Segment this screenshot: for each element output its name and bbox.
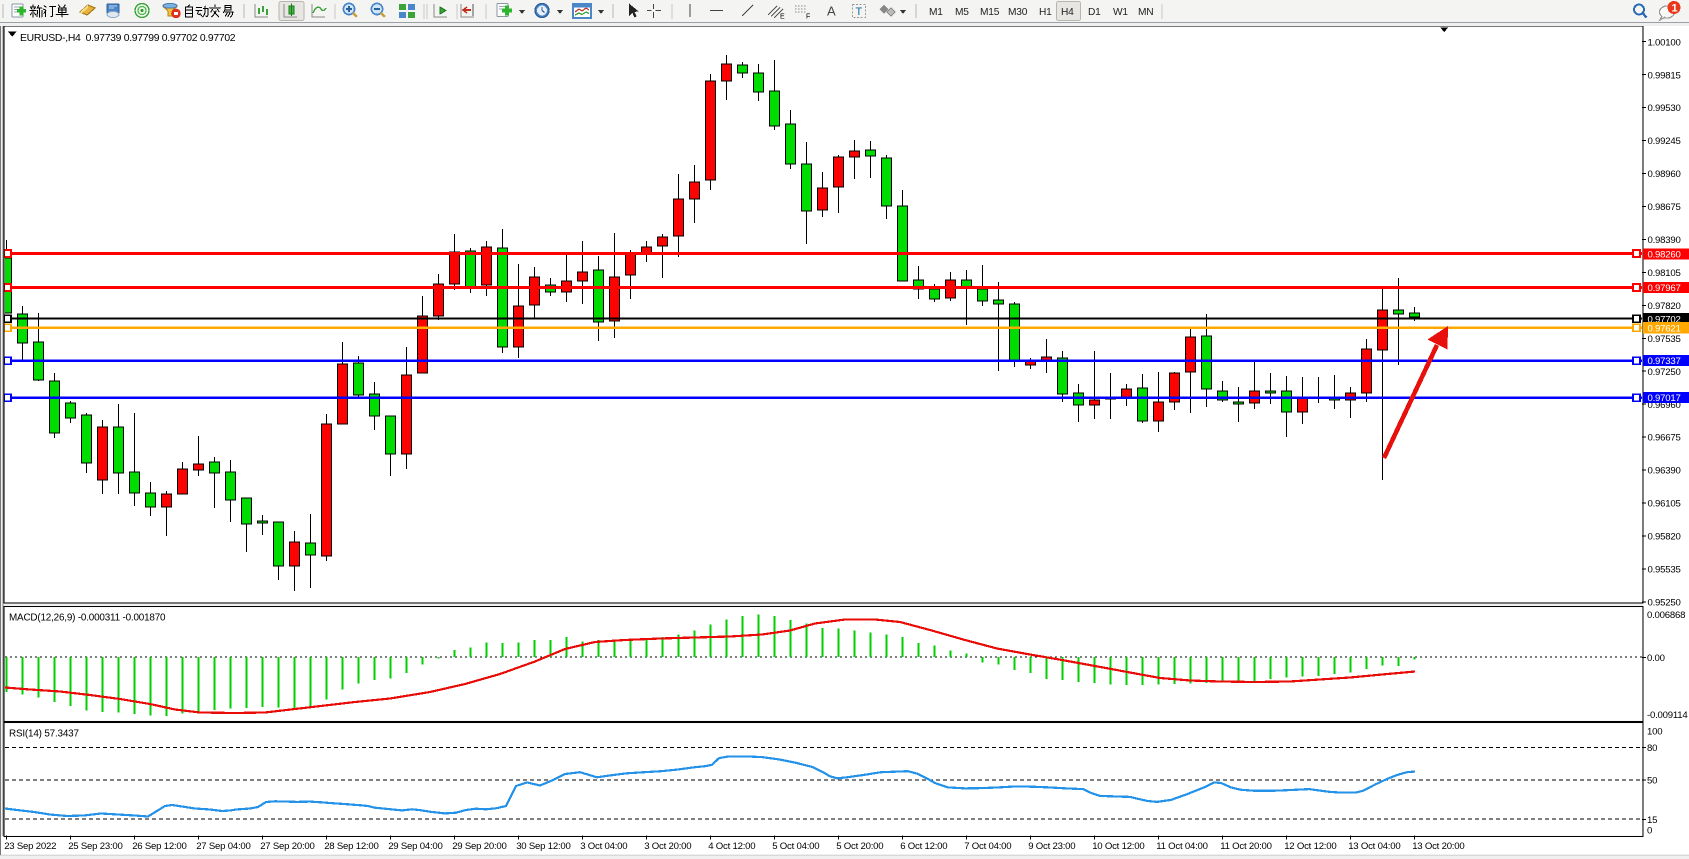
svg-text:27 Sep 20:00: 27 Sep 20:00 xyxy=(260,841,314,852)
svg-text:0.98105: 0.98105 xyxy=(1648,268,1681,279)
svg-text:0.95535: 0.95535 xyxy=(1648,565,1681,576)
svg-text:29 Sep 04:00: 29 Sep 04:00 xyxy=(388,841,442,852)
svg-text:M1: M1 xyxy=(929,7,943,18)
svg-text:0.98960: 0.98960 xyxy=(1648,169,1681,180)
svg-text:0.95820: 0.95820 xyxy=(1648,532,1681,543)
svg-text:26 Sep 12:00: 26 Sep 12:00 xyxy=(132,841,186,852)
svg-text:7 Oct 04:00: 7 Oct 04:00 xyxy=(964,841,1011,852)
svg-text:5 Oct 20:00: 5 Oct 20:00 xyxy=(836,841,883,852)
svg-text:M15: M15 xyxy=(980,7,1000,18)
svg-text:0.95250: 0.95250 xyxy=(1648,598,1681,609)
svg-text:0.97621: 0.97621 xyxy=(1648,323,1681,334)
svg-text:1: 1 xyxy=(1672,3,1678,15)
svg-text:A: A xyxy=(827,4,836,19)
svg-text:0.97967: 0.97967 xyxy=(1648,283,1681,294)
svg-text:0.97820: 0.97820 xyxy=(1648,301,1681,312)
svg-text:100: 100 xyxy=(1647,726,1662,737)
svg-text:1.00100: 1.00100 xyxy=(1648,37,1681,48)
svg-text:H4: H4 xyxy=(1061,7,1074,18)
svg-text:-0.009114: -0.009114 xyxy=(1647,710,1688,721)
svg-text:4 Oct 12:00: 4 Oct 12:00 xyxy=(708,841,755,852)
svg-text:0.00: 0.00 xyxy=(1647,653,1665,664)
svg-text:M5: M5 xyxy=(955,7,969,18)
svg-text:0.96105: 0.96105 xyxy=(1648,499,1681,510)
svg-text:0.96390: 0.96390 xyxy=(1648,466,1681,477)
svg-text:0.98390: 0.98390 xyxy=(1648,235,1681,246)
svg-text:D1: D1 xyxy=(1088,7,1101,18)
svg-text:0.97535: 0.97535 xyxy=(1648,334,1681,345)
svg-text:27 Sep 04:00: 27 Sep 04:00 xyxy=(196,841,250,852)
svg-text:W1: W1 xyxy=(1113,7,1128,18)
svg-text:25 Sep 23:00: 25 Sep 23:00 xyxy=(68,841,122,852)
svg-text:28 Sep 12:00: 28 Sep 12:00 xyxy=(324,841,378,852)
svg-text:0.99530: 0.99530 xyxy=(1648,103,1681,114)
svg-text:0.97250: 0.97250 xyxy=(1648,367,1681,378)
svg-text:H1: H1 xyxy=(1039,7,1052,18)
svg-text:MACD(12,26,9) -0.000311 -0.001: MACD(12,26,9) -0.000311 -0.001870 xyxy=(9,613,166,624)
svg-text:0.98675: 0.98675 xyxy=(1648,202,1681,213)
svg-text:F: F xyxy=(806,14,810,21)
svg-text:80: 80 xyxy=(1647,743,1657,754)
svg-text:0.006868: 0.006868 xyxy=(1647,610,1685,621)
svg-text:6 Oct 12:00: 6 Oct 12:00 xyxy=(900,841,947,852)
svg-text:0.96675: 0.96675 xyxy=(1648,433,1681,444)
svg-text:10 Oct 12:00: 10 Oct 12:00 xyxy=(1092,841,1144,852)
svg-text:0.96960: 0.96960 xyxy=(1648,400,1681,411)
svg-text:12 Oct 12:00: 12 Oct 12:00 xyxy=(1284,841,1336,852)
svg-text:RSI(14) 57.3437: RSI(14) 57.3437 xyxy=(9,729,79,740)
svg-text:23 Sep 2022: 23 Sep 2022 xyxy=(4,841,56,852)
svg-text:30 Sep 12:00: 30 Sep 12:00 xyxy=(516,841,570,852)
svg-text:5 Oct 04:00: 5 Oct 04:00 xyxy=(772,841,819,852)
svg-text:T: T xyxy=(856,6,863,18)
svg-text:0.97017: 0.97017 xyxy=(1648,393,1681,404)
svg-text:0.97337: 0.97337 xyxy=(1648,356,1681,367)
svg-text:9 Oct 23:00: 9 Oct 23:00 xyxy=(1028,841,1075,852)
svg-text:M30: M30 xyxy=(1008,7,1028,18)
svg-text:29 Sep 20:00: 29 Sep 20:00 xyxy=(452,841,506,852)
svg-text:13 Oct 20:00: 13 Oct 20:00 xyxy=(1412,841,1464,852)
svg-text:13 Oct 04:00: 13 Oct 04:00 xyxy=(1348,841,1400,852)
svg-text:EURUSD-,H4 0.97739 0.97799 0.: EURUSD-,H4 0.97739 0.97799 0.97702 0.977… xyxy=(20,33,236,44)
svg-text:11 Oct 04:00: 11 Oct 04:00 xyxy=(1156,841,1208,852)
svg-text:11 Oct 20:00: 11 Oct 20:00 xyxy=(1220,841,1272,852)
svg-text:3 Oct 20:00: 3 Oct 20:00 xyxy=(644,841,691,852)
svg-text:3 Oct 04:00: 3 Oct 04:00 xyxy=(580,841,627,852)
svg-text:0.97702: 0.97702 xyxy=(1648,314,1681,325)
svg-text:50: 50 xyxy=(1647,775,1657,786)
svg-text:E: E xyxy=(780,14,785,21)
svg-text:15: 15 xyxy=(1647,815,1657,826)
svg-text:0.99815: 0.99815 xyxy=(1648,70,1681,81)
svg-text:0.98260: 0.98260 xyxy=(1648,250,1681,261)
svg-text:MN: MN xyxy=(1138,7,1153,18)
svg-text:0: 0 xyxy=(1647,825,1652,836)
svg-text:0.99245: 0.99245 xyxy=(1648,136,1681,147)
